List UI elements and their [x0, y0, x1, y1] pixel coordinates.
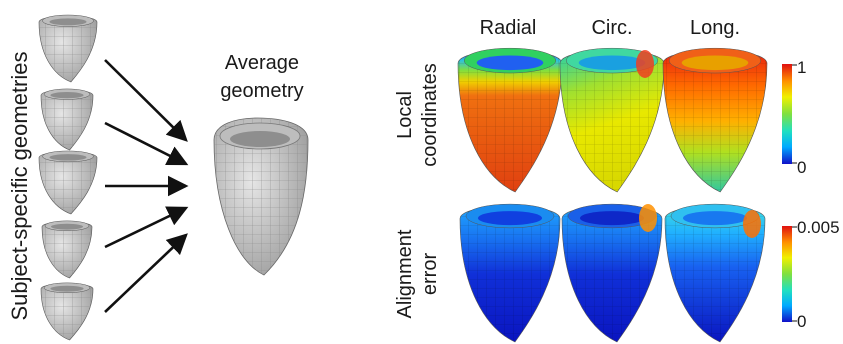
heart-coordinates-circ: [559, 47, 665, 193]
heart-error-circ: [561, 203, 663, 343]
subject-heart-3: [38, 150, 98, 215]
heart-error-radial: [459, 203, 561, 343]
heart-coordinates-radial: [457, 47, 563, 193]
rim-hotspot-1: [636, 50, 654, 78]
arrow-2: [104, 121, 189, 166]
colorbar-error-max: 0.005: [797, 218, 840, 237]
column-header-radial: Radial: [480, 17, 537, 39]
heart-error-long: [664, 203, 766, 343]
subject-heart-1: [38, 14, 98, 83]
row-label-local: Local: [394, 91, 416, 139]
colored-hearts: [457, 47, 768, 343]
colorbar-coordinates-min: 0: [797, 158, 806, 177]
rim-hotspot-3: [743, 210, 761, 238]
subject-heart-5: [40, 282, 94, 341]
arrow-1: [104, 59, 188, 142]
row-label-coordinates: coordinates: [419, 63, 441, 166]
colorbar-error: [782, 226, 792, 322]
rim-hotspot-2: [639, 204, 657, 232]
colorbar-coordinates: [782, 64, 792, 164]
subject-specific-label: Subject-specific geometries: [7, 51, 32, 320]
arrows: [104, 59, 189, 313]
subject-hearts: [38, 14, 98, 341]
column-header-circ: Circ.: [591, 17, 632, 39]
average-label-line1: Average: [225, 52, 299, 74]
column-header-long: Long.: [690, 17, 740, 39]
subject-heart-2: [40, 88, 94, 151]
row-label-alignment: Alignment: [394, 229, 416, 318]
colorbar-error-min: 0: [797, 312, 806, 331]
subject-heart-4: [41, 220, 93, 279]
colorbar-coordinates-max: 1: [797, 58, 806, 77]
arrow-4: [104, 206, 189, 249]
average-label-line2: geometry: [220, 80, 303, 102]
arrow-5: [104, 233, 188, 313]
row-label-error: error: [419, 253, 441, 296]
heart-coordinates-long: [662, 47, 768, 193]
average-heart: [213, 117, 309, 276]
